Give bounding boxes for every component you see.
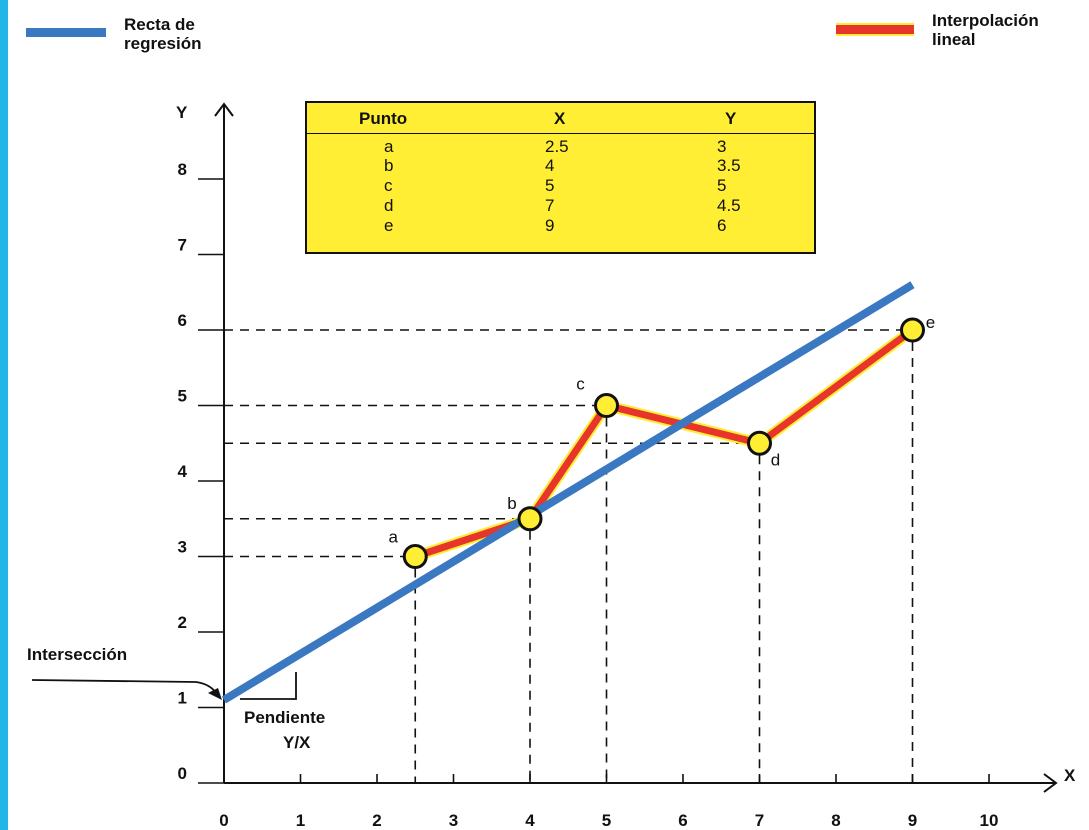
point-label-c: c	[576, 375, 585, 394]
x-tick-label: 4	[525, 811, 535, 830]
y-tick-label: 4	[178, 462, 188, 481]
x-tick-label: 10	[980, 811, 999, 830]
cell-y: 3.5	[717, 156, 741, 175]
x-tick-label: 2	[372, 811, 381, 830]
cell-punto: b	[384, 156, 394, 175]
point-label-d: d	[771, 450, 780, 469]
interpolation-legend-swatch	[836, 23, 914, 36]
x-tick-label: 8	[831, 811, 840, 830]
x-tick-label: 1	[296, 811, 305, 830]
x-tick-label: 7	[755, 811, 764, 830]
points-table-header: Punto X Y	[307, 103, 814, 134]
point-marker-d	[747, 430, 772, 456]
regression-legend-label: Recta de regresión	[124, 15, 202, 53]
left-edge-strip	[0, 0, 8, 830]
cell-y: 6	[717, 216, 727, 235]
y-tick-label: 8	[178, 160, 187, 179]
point-marker-c	[594, 393, 619, 418]
y-tick-label: 2	[178, 613, 187, 632]
header-x: X	[554, 109, 566, 128]
header-punto: Punto	[359, 109, 408, 128]
cell-punto: d	[384, 196, 394, 215]
point-marker-e	[900, 317, 925, 343]
slope-label-line1: Pendiente	[244, 708, 326, 727]
cell-x: 7	[545, 196, 555, 215]
axis-ticks: 0 1 2 3 4 5 6 7 8 9 10 0 1 2 3 4 5 6 7 8	[178, 160, 999, 830]
x-tick-label: 0	[219, 811, 228, 830]
interpolation-legend-label: Interpolación lineal	[932, 11, 1039, 49]
cell-x: 5	[545, 176, 555, 195]
x-tick-label: 6	[678, 811, 687, 830]
slope-marker	[240, 672, 297, 700]
point-marker-b	[517, 506, 543, 532]
regression-line	[221, 281, 915, 704]
y-tick-label: 5	[178, 387, 187, 406]
point-marker-a	[402, 544, 428, 569]
point-label-b: b	[507, 494, 516, 513]
y-tick-label: 0	[178, 764, 187, 783]
point-labels: a b c d e	[389, 313, 936, 547]
header-y: Y	[725, 109, 737, 128]
regression-legend-swatch	[26, 28, 106, 37]
guide-lines	[224, 329, 914, 783]
cell-punto: a	[384, 137, 394, 156]
y-tick-label: 1	[178, 689, 187, 708]
y-axis-arrow	[214, 102, 234, 117]
cell-y: 4.5	[717, 196, 741, 215]
point-label-a: a	[389, 528, 399, 547]
cell-y: 3	[717, 137, 727, 156]
x-tick-label: 9	[908, 811, 917, 830]
y-axis-label: Y	[176, 103, 188, 122]
point-markers	[402, 317, 925, 569]
axes: XY	[176, 102, 1076, 793]
y-tick-label: 6	[178, 311, 187, 330]
point-label-e: e	[926, 313, 935, 332]
cell-x: 2.5	[545, 137, 569, 156]
regression-series	[221, 281, 915, 704]
x-axis-label: X	[1064, 766, 1076, 785]
y-tick-label: 7	[178, 236, 187, 255]
slope-label-line2: Y/X	[283, 733, 311, 752]
intercept-arrow	[31, 679, 222, 700]
y-tick-label: 3	[178, 538, 187, 557]
x-tick-label: 3	[449, 811, 458, 830]
cell-x: 9	[545, 216, 555, 235]
cell-punto: e	[384, 216, 394, 235]
cell-y: 5	[717, 176, 727, 195]
cell-punto: c	[384, 176, 393, 195]
x-axis-arrow	[1043, 773, 1058, 793]
cell-x: 4	[545, 156, 555, 175]
x-tick-label: 5	[602, 811, 611, 830]
points-table: Punto X Y a 2.5 3 b 4 3.5 c 5 5 d 7 4.5 …	[305, 101, 816, 254]
intercept-label: Intersección	[27, 645, 128, 664]
